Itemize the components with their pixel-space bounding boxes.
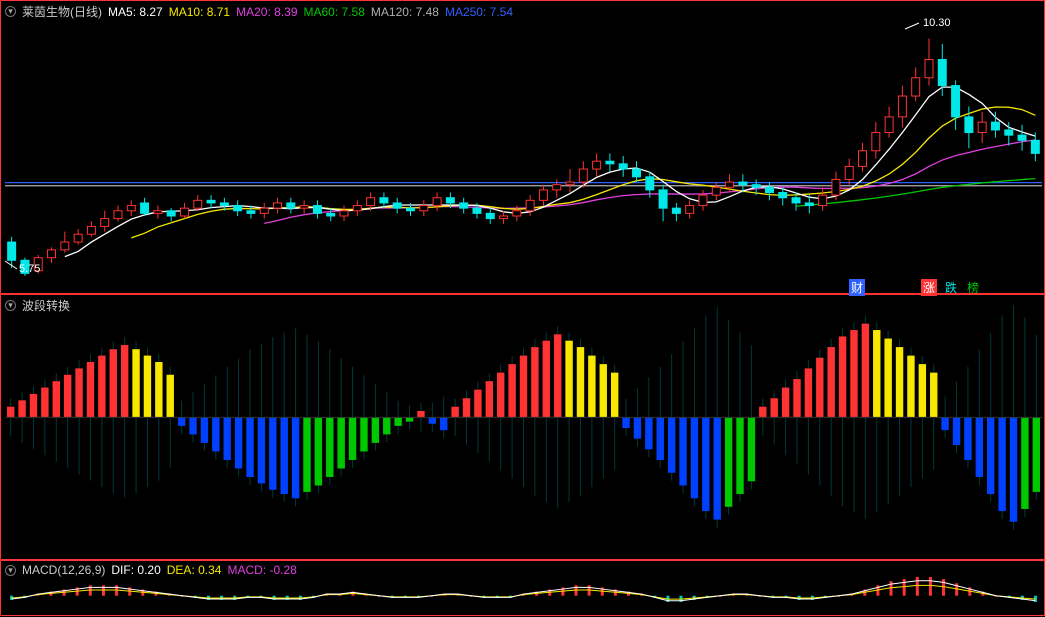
macd-panel[interactable]: ▾ MACD(12,26,9) DIF: 0.20 DEA: 0.34 MACD…	[0, 560, 1045, 616]
dea-label: DEA: 0.34	[167, 563, 222, 577]
chevron-down-icon[interactable]: ▾	[5, 6, 16, 17]
badge-cai[interactable]: 财	[849, 279, 865, 296]
ma250-label: MA250: 7.54	[445, 5, 513, 19]
chevron-down-icon[interactable]: ▾	[5, 565, 16, 576]
wave-panel[interactable]: ▾ 波段转换	[0, 294, 1045, 560]
badge-zhang[interactable]: 涨	[921, 279, 937, 296]
badge-bang[interactable]: 榜	[965, 279, 981, 296]
wave-svg[interactable]	[1, 295, 1045, 561]
candle-header: ▾ 莱茵生物(日线) MA5: 8.27 MA10: 8.71 MA20: 8.…	[5, 3, 513, 20]
stock-title: 莱茵生物(日线)	[22, 3, 102, 20]
ma10-label: MA10: 8.71	[169, 5, 230, 19]
ma20-label: MA20: 8.39	[236, 5, 297, 19]
macd-val-label: MACD: -0.28	[227, 563, 296, 577]
badge-die[interactable]: 跌	[943, 279, 959, 296]
ma5-label: MA5: 8.27	[108, 5, 163, 19]
wave-header: ▾ 波段转换	[5, 297, 70, 314]
low-price-label: 5.75	[19, 263, 40, 275]
ma60-label: MA60: 7.58	[304, 5, 365, 19]
ma120-label: MA120: 7.48	[371, 5, 439, 19]
candle-panel[interactable]: ▾ 莱茵生物(日线) MA5: 8.27 MA10: 8.71 MA20: 8.…	[0, 0, 1045, 294]
high-price-label: 10.30	[923, 17, 951, 29]
macd-header: ▾ MACD(12,26,9) DIF: 0.20 DEA: 0.34 MACD…	[5, 563, 297, 577]
macd-title: MACD(12,26,9)	[22, 563, 105, 577]
chevron-down-icon[interactable]: ▾	[5, 300, 16, 311]
wave-title: 波段转换	[22, 297, 70, 314]
candle-svg[interactable]	[1, 1, 1045, 295]
dif-label: DIF: 0.20	[111, 563, 160, 577]
